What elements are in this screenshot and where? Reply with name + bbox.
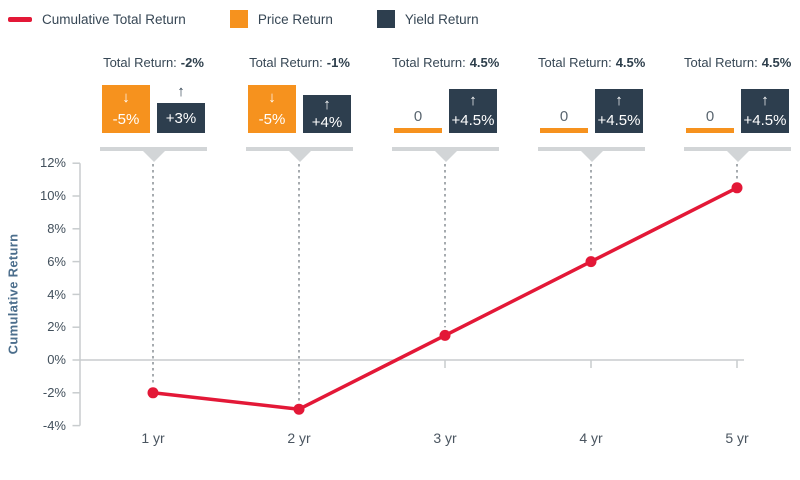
total-return-label: Total Return: xyxy=(684,55,758,70)
legend-label: Yield Return xyxy=(404,11,479,27)
annotation-year-4: Total Return: 4.5% 0 ↑ +4.5% xyxy=(538,55,645,162)
x-tick-label: 3 yr xyxy=(433,430,457,446)
orange-underline-bar xyxy=(540,128,588,133)
yield-return-value: +4.5% xyxy=(597,112,641,129)
price-return-value: 0 xyxy=(413,108,423,125)
up-arrow-icon: ↑ xyxy=(761,92,769,109)
total-return-title: Total Return: -2% xyxy=(100,55,207,72)
navy-square-swatch-icon xyxy=(376,10,395,28)
red-line-swatch-icon xyxy=(8,16,32,22)
return-boxes: ↓ -5% ↑ +4% xyxy=(246,85,353,133)
y-tick-label: 12% xyxy=(39,155,66,170)
yield-return-box: ↑ +4% xyxy=(303,95,351,133)
total-return-value: 4.5% xyxy=(761,55,792,70)
data-point-marker xyxy=(147,387,159,399)
legend: Cumulative Total Return Price Return Yie… xyxy=(8,10,479,28)
price-return-zero: 0 xyxy=(540,85,588,133)
yield-return-value: +4% xyxy=(311,114,343,131)
price-return-value: -5% xyxy=(112,110,140,128)
total-return-title: Total Return: 4.5% xyxy=(684,55,791,72)
up-arrow-icon: ↑ xyxy=(469,92,477,109)
pointer-triangle-icon xyxy=(288,151,311,162)
pointer-triangle-icon xyxy=(142,151,165,162)
legend-item-cumulative-total-return: Cumulative Total Return xyxy=(8,12,186,27)
up-arrow-icon: ↑ xyxy=(177,83,185,100)
data-point-marker xyxy=(439,329,451,341)
y-tick-label: 6% xyxy=(47,254,66,269)
total-return-label: Total Return: xyxy=(103,55,177,70)
total-return-title: Total Return: 4.5% xyxy=(538,55,645,72)
up-arrow-icon: ↑ xyxy=(323,96,331,113)
annotation-year-5: Total Return: 4.5% 0 ↑ +4.5% xyxy=(684,55,791,162)
price-return-box: ↓ -5% xyxy=(102,85,150,133)
legend-item-price-return: Price Return xyxy=(229,10,333,28)
yield-return-box: ↑ +4.5% xyxy=(595,89,643,133)
annotation-year-3: Total Return: 4.5% 0 ↑ +4.5% xyxy=(392,55,499,162)
orange-square-swatch-icon xyxy=(229,10,248,28)
orange-underline-bar xyxy=(686,128,734,133)
x-tick-label: 4 yr xyxy=(579,430,603,446)
legend-label: Cumulative Total Return xyxy=(42,11,186,27)
legend-item-yield-return: Yield Return xyxy=(376,10,479,28)
annotation-year-2: Total Return: -1% ↓ -5% ↑ +4% xyxy=(246,55,353,162)
y-tick-label: 4% xyxy=(47,287,66,302)
price-return-value: -5% xyxy=(258,110,286,128)
return-boxes: ↓ -5% ↑ +3% xyxy=(100,83,207,133)
price-return-box: ↓ -5% xyxy=(248,85,296,133)
total-return-value: 4.5% xyxy=(615,55,646,70)
down-arrow-icon: ↓ xyxy=(268,89,276,107)
pointer-bar xyxy=(100,147,207,162)
x-tick-label: 2 yr xyxy=(287,430,311,446)
yield-return-value: +4.5% xyxy=(743,112,787,129)
pointer-triangle-icon xyxy=(580,151,603,162)
total-return-title: Total Return: -1% xyxy=(246,55,353,72)
pointer-triangle-icon xyxy=(726,151,749,162)
price-return-value: 0 xyxy=(705,108,715,125)
y-tick-label: 0% xyxy=(47,352,66,367)
legend-label: Price Return xyxy=(257,11,333,27)
yield-return-box: ↑ +4.5% xyxy=(741,89,789,133)
price-return-zero: 0 xyxy=(686,85,734,133)
price-return-zero: 0 xyxy=(394,85,442,133)
total-return-label: Total Return: xyxy=(392,55,466,70)
yield-return-column: ↑ +3% xyxy=(157,83,205,133)
yield-return-box: ↑ +4.5% xyxy=(449,89,497,133)
return-boxes: 0 ↑ +4.5% xyxy=(538,85,645,133)
down-arrow-icon: ↓ xyxy=(122,89,130,107)
total-return-label: Total Return: xyxy=(249,55,323,70)
pointer-bar xyxy=(538,147,645,162)
x-tick-label: 5 yr xyxy=(725,430,749,446)
pointer-triangle-icon xyxy=(434,151,457,162)
yield-return-value: +4.5% xyxy=(451,112,495,129)
total-return-value: 4.5% xyxy=(469,55,500,70)
yield-return-value: +3% xyxy=(165,109,197,127)
pointer-bar xyxy=(684,147,791,162)
return-boxes: 0 ↑ +4.5% xyxy=(392,85,499,133)
total-return-value: -1% xyxy=(326,55,350,70)
total-return-title: Total Return: 4.5% xyxy=(392,55,499,72)
orange-underline-bar xyxy=(394,128,442,133)
total-return-value: -2% xyxy=(180,55,204,70)
y-tick-label: 2% xyxy=(47,319,66,334)
pointer-bar xyxy=(246,147,353,162)
y-tick-label: -2% xyxy=(42,385,66,400)
annotation-year-1: Total Return: -2% ↓ -5% ↑ +3% xyxy=(100,55,207,162)
y-tick-label: -4% xyxy=(42,418,66,433)
y-tick-label: 8% xyxy=(47,221,66,236)
yield-return-box: +3% xyxy=(157,103,205,133)
up-arrow-icon: ↑ xyxy=(615,92,623,109)
y-tick-label: 10% xyxy=(39,188,66,203)
price-return-value: 0 xyxy=(559,108,569,125)
data-point-marker xyxy=(293,403,305,415)
data-point-marker xyxy=(731,182,743,194)
return-boxes: 0 ↑ +4.5% xyxy=(684,85,791,133)
pointer-bar xyxy=(392,147,499,162)
total-return-label: Total Return: xyxy=(538,55,612,70)
x-tick-label: 1 yr xyxy=(141,430,165,446)
data-point-marker xyxy=(585,256,597,268)
